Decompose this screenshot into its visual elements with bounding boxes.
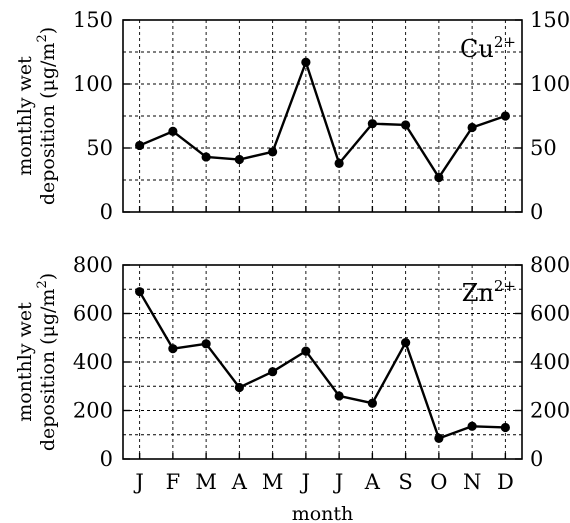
data-point [201, 152, 211, 162]
data-point [434, 172, 444, 183]
data-point [135, 287, 145, 297]
panel-label: Zn2+ [462, 277, 516, 307]
y-tick-label-right: 0 [530, 447, 543, 471]
x-tick-label: J [133, 470, 143, 494]
x-axis-label: month [292, 503, 354, 523]
series-line [138, 291, 506, 440]
x-tick-label: F [166, 470, 181, 494]
data-point [500, 111, 510, 121]
data-point [467, 122, 477, 133]
y-tick-label-left: 0 [100, 447, 113, 471]
data-point [334, 391, 344, 401]
x-tick-label: O [430, 470, 447, 494]
y-axis-label-line-2: deposition (μg/m2) [35, 273, 59, 451]
data-point [135, 140, 145, 151]
y-tick-label-right: 600 [530, 302, 570, 326]
panel-label: Cu2+ [460, 33, 516, 63]
data-point [201, 339, 211, 349]
data-point [367, 119, 377, 129]
x-tick-label: D [497, 470, 514, 494]
y-axis-label: monthly wet deposition (μg/m2) [14, 273, 59, 451]
y-axis-label: monthly wet deposition (μg/m2) [14, 27, 59, 205]
data-point [401, 338, 411, 348]
data-point [301, 57, 311, 67]
y-tick-label-right: 800 [530, 253, 570, 277]
y-axis-label-line-1: monthly wet [14, 56, 36, 176]
y-tick-label-left: 150 [73, 8, 113, 32]
x-tick-label: N [463, 470, 481, 494]
y-tick-label-right: 0 [530, 200, 543, 224]
x-tick-label: M [262, 470, 284, 494]
x-tick-label: S [398, 470, 412, 494]
data-point [367, 398, 377, 408]
y-tick-label-left: 100 [73, 72, 113, 96]
y-tick-label-left: 50 [86, 136, 113, 160]
y-tick-label-left: 800 [73, 253, 113, 277]
series-line [139, 61, 506, 179]
data-point [234, 382, 244, 393]
y-tick-label-left: 600 [73, 302, 113, 326]
data-point [168, 126, 178, 136]
x-tick-label: J [333, 470, 343, 494]
data-point [268, 367, 278, 377]
x-tick-label: M [195, 470, 217, 494]
y-tick-label-left: 400 [73, 350, 113, 374]
y-tick-label-right: 400 [530, 350, 570, 374]
y-tick-label-right: 150 [530, 8, 570, 32]
y-tick-label-right: 100 [530, 72, 570, 96]
y-tick-label-right: 200 [530, 399, 570, 423]
y-axis-label-line-1: monthly wet [14, 302, 36, 422]
y-tick-label-left: 0 [100, 200, 113, 224]
chart-panel-1: 0 0 50 50 100 100 150 150 Cu2+ monthly wet deposit… [14, 8, 570, 224]
data-point [434, 433, 444, 443]
data-point [301, 346, 311, 356]
data-point [168, 344, 178, 354]
plot-frame [122, 19, 523, 213]
y-tick-label-right: 50 [530, 136, 557, 160]
data-point [234, 154, 244, 165]
x-tick-label: J [300, 470, 310, 494]
data-point [467, 421, 477, 431]
x-tick-label: A [364, 470, 381, 494]
data-point [500, 422, 510, 433]
y-tick-label-left: 200 [73, 399, 113, 423]
data-point [268, 147, 278, 157]
data-point [334, 158, 344, 168]
y-axis-label-line-2: deposition (μg/m2) [35, 27, 59, 205]
data-point [401, 120, 411, 130]
x-tick-label: A [231, 470, 248, 494]
